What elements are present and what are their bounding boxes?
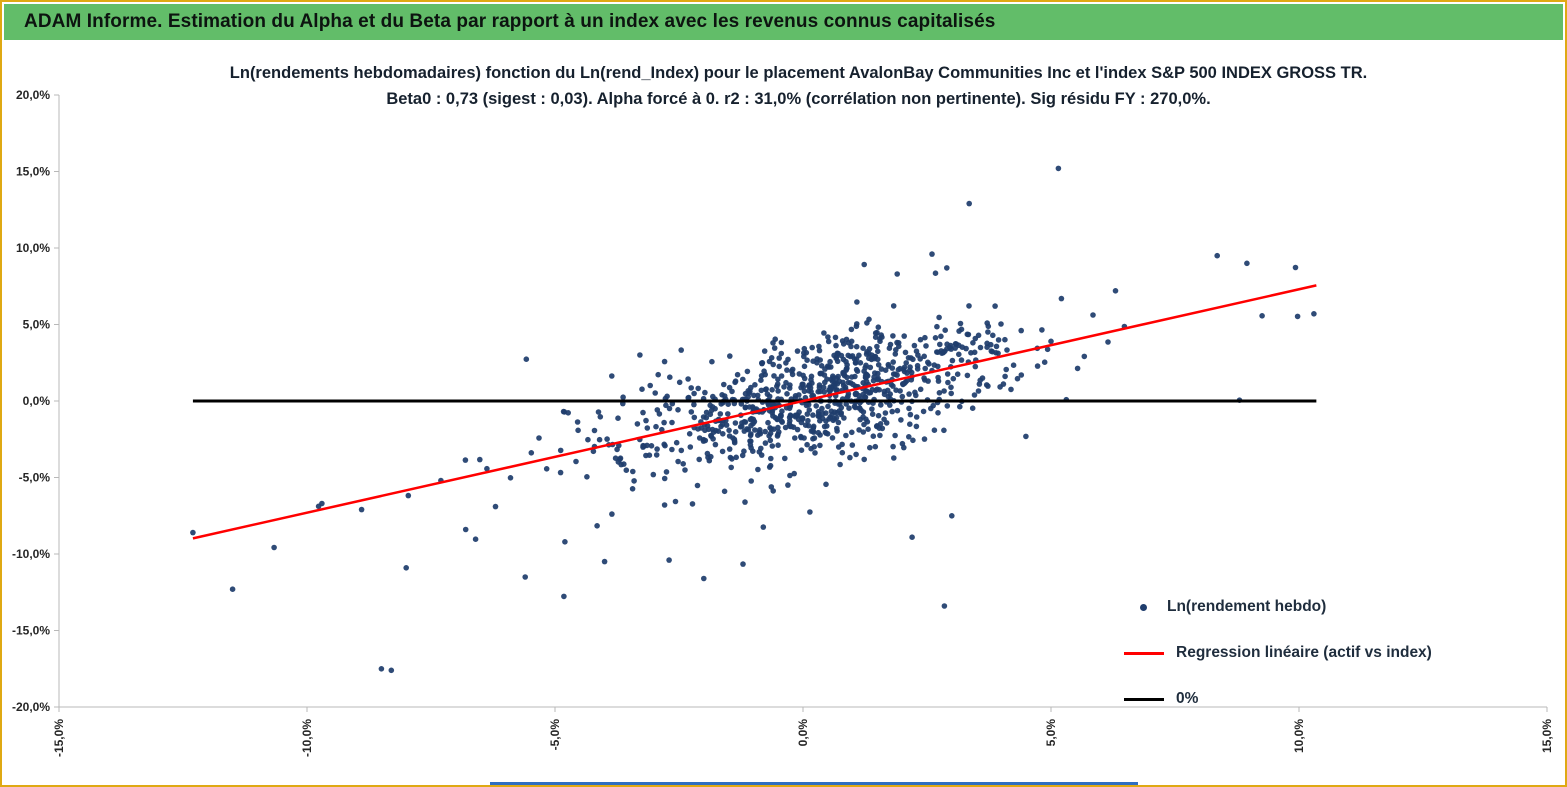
legend-item-zero[interactable]: 0%: [1124, 676, 1484, 722]
header-bar: ADAM Informe. Estimation du Alpha et du …: [4, 4, 1563, 40]
svg-text:-15,0%: -15,0%: [12, 624, 50, 638]
svg-text:20,0%: 20,0%: [16, 88, 50, 102]
svg-text:5,0%: 5,0%: [23, 318, 51, 332]
legend-label-series: Ln(rendement hebdo): [1167, 598, 1327, 615]
legend-item-series[interactable]: Ln(rendement hebdo): [1124, 584, 1484, 630]
svg-text:-15,0%: -15,0%: [52, 719, 66, 757]
legend-label-zero: 0%: [1176, 690, 1199, 707]
zero-line-icon: [1124, 697, 1164, 701]
legend: Ln(rendement hebdo) Regression linéaire …: [1124, 584, 1484, 722]
chart-title-line1: Ln(rendements hebdomadaires) fonction du…: [229, 64, 1368, 82]
chart-title-line2: Beta0 : 0,73 (sigest : 0,03). Alpha forc…: [386, 90, 1211, 108]
scatter-marker-icon: [1140, 603, 1147, 611]
plot-svg: 20,0% 15,0% 10,0% 5,0% 0,0% -5,0% -10,0% -15,0%…: [12, 88, 1554, 757]
svg-text:5,0%: 5,0%: [1044, 719, 1058, 747]
header-title: ADAM Informe. Estimation du Alpha et du …: [24, 11, 996, 32]
legend-item-regression[interactable]: Regression linéaire (actif vs index): [1124, 630, 1484, 676]
svg-text:-5,0%: -5,0%: [548, 719, 562, 751]
regression-line-icon: [1124, 651, 1164, 655]
svg-text:10,0%: 10,0%: [16, 241, 50, 255]
svg-text:-10,0%: -10,0%: [300, 719, 314, 757]
legend-label-regression: Regression linéaire (actif vs index): [1176, 644, 1432, 661]
svg-text:10,0%: 10,0%: [1292, 719, 1306, 753]
svg-text:-20,0%: -20,0%: [12, 700, 50, 714]
svg-text:-5,0%: -5,0%: [19, 471, 51, 485]
svg-text:0,0%: 0,0%: [23, 394, 51, 408]
horizontal-scrollbar[interactable]: [490, 782, 1138, 785]
svg-text:15,0%: 15,0%: [1540, 719, 1554, 753]
svg-text:15,0%: 15,0%: [16, 165, 50, 179]
svg-text:-10,0%: -10,0%: [12, 547, 50, 561]
svg-text:0,0%: 0,0%: [796, 719, 810, 747]
